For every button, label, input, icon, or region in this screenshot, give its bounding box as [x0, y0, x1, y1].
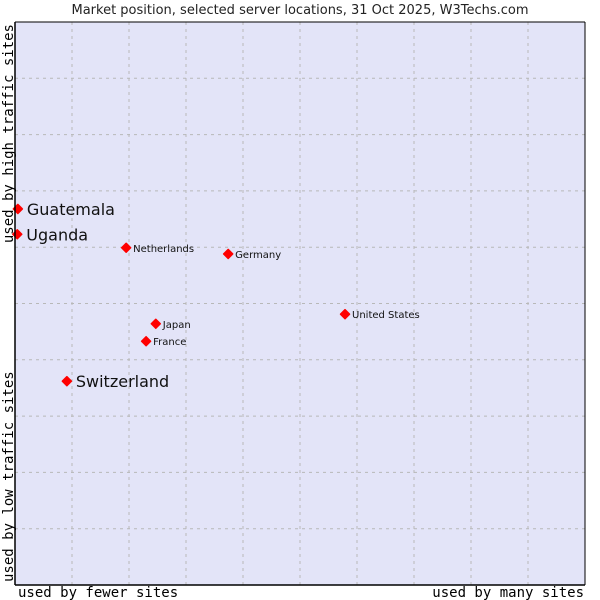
data-label: Uganda: [26, 225, 88, 244]
data-point: [120, 242, 132, 254]
data-label: Japan: [162, 320, 191, 331]
data-point: [140, 335, 152, 347]
data-label: Guatemala: [27, 200, 115, 219]
data-point: [61, 375, 73, 387]
data-label: Switzerland: [76, 372, 169, 391]
data-point: [222, 248, 234, 260]
y-axis-label-top: used by high traffic sites: [1, 24, 17, 243]
chart-title: Market position, selected server locatio…: [71, 3, 528, 18]
data-label: Netherlands: [133, 244, 194, 255]
x-axis-label-left: used by fewer sites: [18, 585, 178, 600]
y-axis-label-bottom: used by low traffic sites: [1, 371, 17, 582]
x-axis-label-right: used by many sites: [432, 585, 584, 600]
data-label: France: [153, 337, 186, 348]
data-label: Germany: [235, 250, 281, 261]
data-point: [12, 229, 23, 240]
data-label: United States: [352, 310, 420, 321]
data-point: [339, 308, 351, 320]
data-point: [150, 318, 162, 330]
grid: [15, 22, 585, 585]
